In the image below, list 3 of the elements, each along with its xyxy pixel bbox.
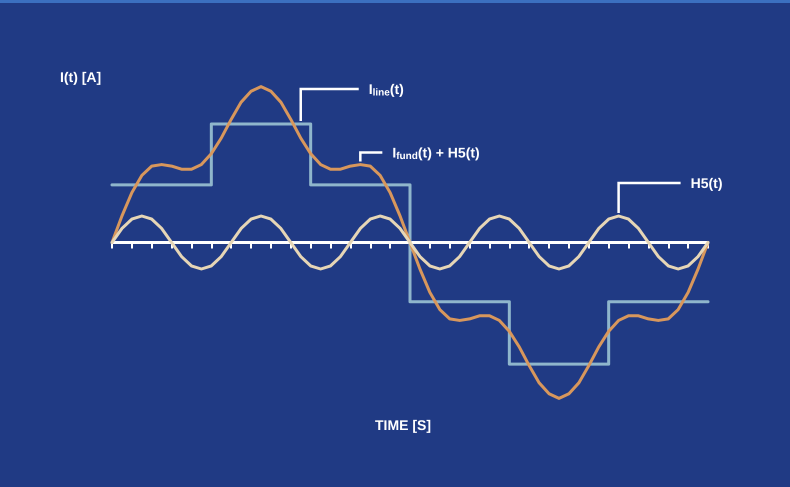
y-axis-title: I(t) [A] <box>60 69 102 85</box>
x-axis-title: TIME [S] <box>375 417 431 433</box>
text: H5(t) <box>690 174 722 191</box>
